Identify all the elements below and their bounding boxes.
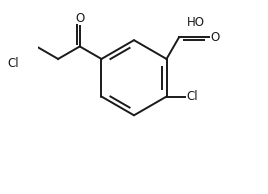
Text: Cl: Cl	[186, 90, 198, 103]
Text: HO: HO	[187, 16, 204, 29]
Text: O: O	[210, 31, 219, 44]
Text: Cl: Cl	[8, 57, 19, 70]
Text: O: O	[75, 12, 84, 25]
